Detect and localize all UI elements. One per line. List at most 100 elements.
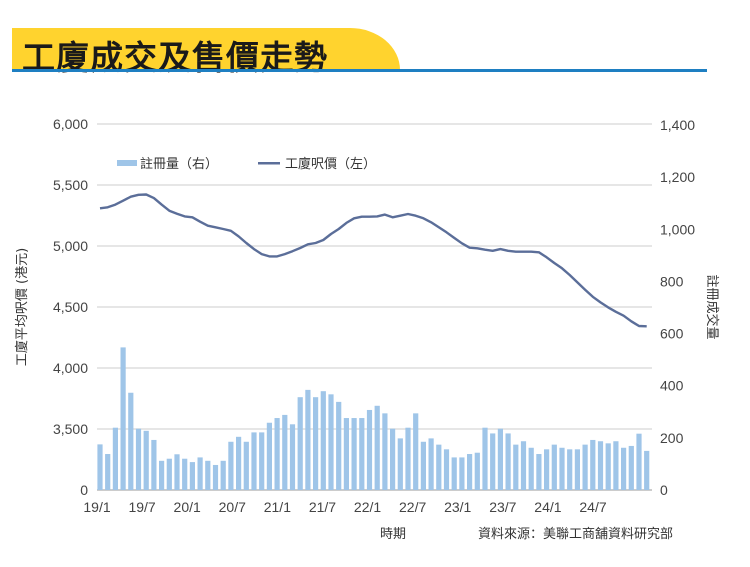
title-banner bbox=[12, 28, 400, 70]
bar bbox=[266, 422, 272, 490]
bar bbox=[405, 427, 411, 490]
bar bbox=[497, 428, 503, 490]
bar bbox=[220, 460, 226, 490]
x-tick-label: 23/1 bbox=[444, 499, 471, 515]
bar bbox=[397, 438, 403, 490]
bar bbox=[544, 449, 550, 490]
bar-series bbox=[97, 347, 650, 490]
x-tick-label: 19/1 bbox=[83, 499, 110, 515]
bar bbox=[559, 447, 565, 490]
bar bbox=[536, 454, 542, 490]
bar bbox=[390, 428, 396, 490]
x-tick-label: 21/7 bbox=[309, 499, 336, 515]
bar bbox=[590, 439, 596, 490]
title-underline bbox=[12, 69, 707, 72]
bar bbox=[174, 454, 180, 490]
bar bbox=[97, 444, 103, 490]
bar bbox=[105, 454, 111, 490]
x-axis-title: 時期 bbox=[380, 527, 406, 542]
left-tick-label: 5,500 bbox=[53, 177, 88, 193]
bar bbox=[320, 391, 326, 490]
bar bbox=[289, 424, 296, 490]
bar bbox=[112, 427, 118, 490]
bar bbox=[328, 394, 334, 490]
bar bbox=[436, 444, 442, 490]
bar bbox=[336, 401, 342, 490]
left-tick-label: 6,000 bbox=[53, 116, 88, 132]
bar bbox=[128, 392, 134, 490]
bar bbox=[259, 432, 265, 490]
bar bbox=[451, 457, 457, 490]
bar bbox=[212, 464, 219, 490]
left-axis: 6,000 5,500 5,000 4,500 4,000 3,500 0 bbox=[53, 116, 88, 498]
bar bbox=[236, 436, 242, 490]
legend-bar-swatch bbox=[117, 160, 137, 166]
bar bbox=[551, 444, 557, 490]
bar bbox=[382, 413, 388, 490]
x-tick-label: 20/1 bbox=[174, 499, 201, 515]
bar bbox=[597, 441, 604, 490]
bar bbox=[282, 414, 288, 490]
left-tick-label: 3,500 bbox=[53, 421, 88, 437]
bar bbox=[251, 432, 257, 490]
bar bbox=[582, 444, 588, 490]
x-tick-label: 21/1 bbox=[264, 499, 291, 515]
bar bbox=[166, 458, 172, 490]
bar bbox=[189, 462, 195, 490]
bar bbox=[443, 449, 450, 490]
bar bbox=[605, 443, 611, 490]
bar bbox=[205, 460, 211, 490]
bar bbox=[644, 450, 650, 490]
line-series bbox=[99, 193, 647, 328]
right-tick-label: 200 bbox=[660, 430, 684, 446]
bar bbox=[197, 457, 203, 490]
bar bbox=[574, 449, 580, 490]
x-tick-label: 24/1 bbox=[534, 499, 561, 515]
legend-line-swatch bbox=[258, 162, 280, 165]
right-tick-label: 1,000 bbox=[660, 221, 695, 237]
bar bbox=[182, 458, 188, 490]
bar bbox=[143, 430, 149, 490]
left-tick-label: 4,000 bbox=[53, 360, 88, 376]
right-tick-label: 1,400 bbox=[660, 117, 695, 133]
left-tick-label: 4,500 bbox=[53, 299, 88, 315]
x-tick-label: 19/7 bbox=[128, 499, 155, 515]
x-tick-label: 23/7 bbox=[489, 499, 516, 515]
right-axis-title: 註冊成交量 bbox=[704, 274, 720, 339]
bar bbox=[274, 418, 280, 490]
bar bbox=[513, 444, 519, 490]
bar bbox=[159, 460, 165, 490]
bar bbox=[636, 433, 642, 490]
bar bbox=[413, 413, 419, 490]
right-axis: 1,400 1,200 1,000 800 600 400 200 0 bbox=[660, 117, 695, 498]
bar bbox=[228, 441, 234, 490]
bar bbox=[520, 441, 527, 490]
bar bbox=[420, 441, 426, 490]
bar bbox=[474, 452, 480, 490]
x-tick-label: 22/1 bbox=[354, 499, 381, 515]
bar bbox=[297, 397, 303, 490]
source-note: 資料來源：美聯工商舖資料研究部 bbox=[478, 526, 673, 542]
bar bbox=[359, 418, 365, 490]
bar bbox=[120, 347, 126, 490]
legend-bar-label: 註冊量（右） bbox=[140, 157, 218, 172]
bar bbox=[567, 449, 573, 490]
legend-line-label: 工廈呎價（左） bbox=[285, 156, 376, 172]
x-tick-label: 24/7 bbox=[579, 499, 606, 515]
bar bbox=[313, 397, 319, 490]
bar bbox=[366, 409, 373, 490]
bar bbox=[482, 427, 488, 490]
bar bbox=[305, 389, 311, 490]
bar bbox=[351, 418, 357, 490]
bar bbox=[613, 441, 619, 490]
left-tick-label: 0 bbox=[80, 482, 88, 498]
bar bbox=[467, 454, 473, 490]
bar bbox=[628, 445, 634, 490]
x-tick-label: 22/7 bbox=[399, 499, 426, 515]
left-axis-title: 工廈平均呎價 (港元) bbox=[14, 248, 30, 366]
bar bbox=[621, 447, 627, 490]
right-tick-label: 400 bbox=[660, 378, 684, 394]
bar bbox=[135, 428, 142, 490]
bar bbox=[528, 447, 534, 490]
